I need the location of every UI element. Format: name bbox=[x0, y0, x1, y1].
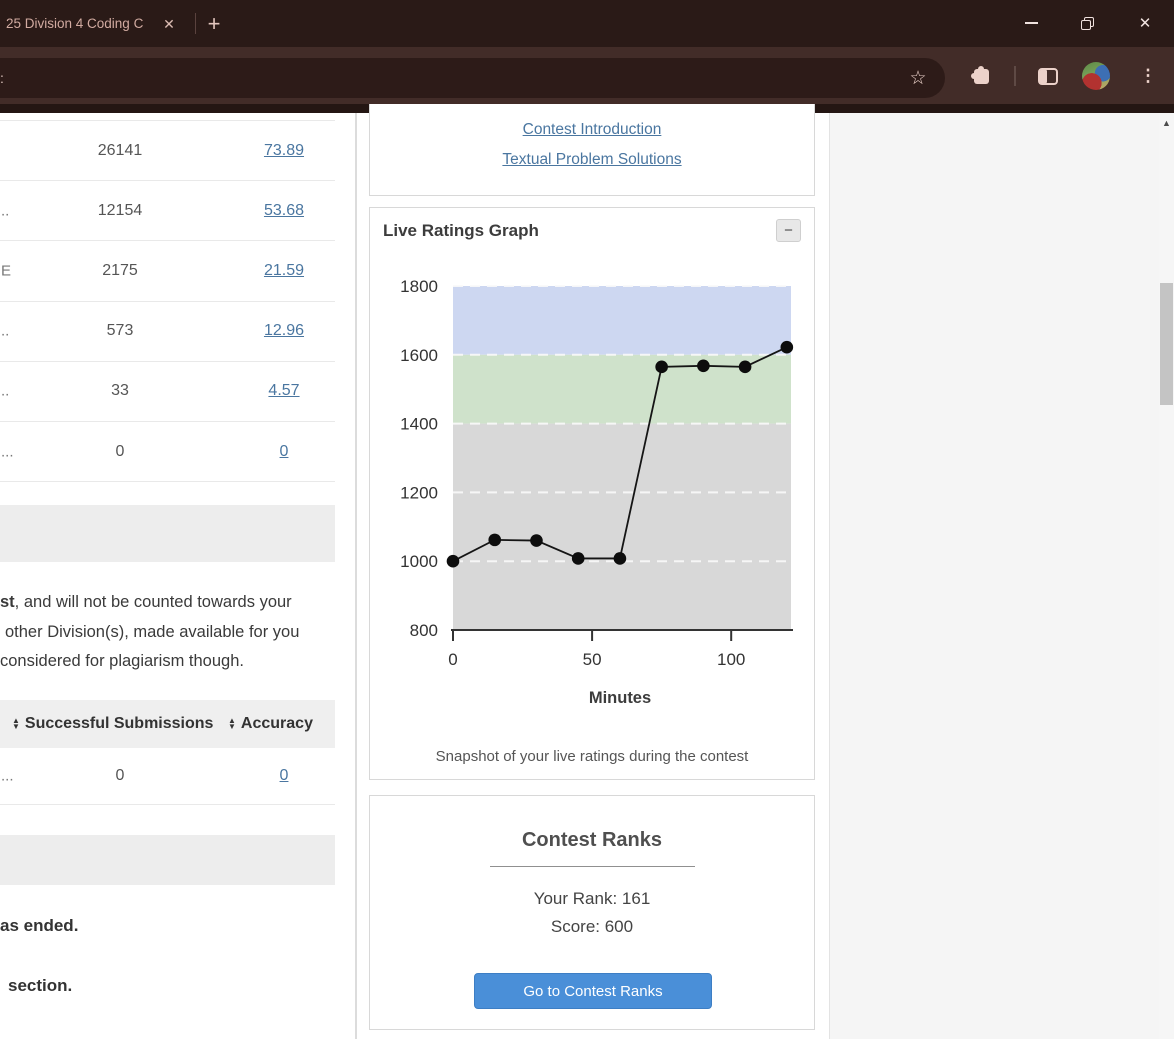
window-restore-button[interactable] bbox=[1064, 8, 1110, 38]
row-label: .. bbox=[1, 322, 10, 340]
row-accuracy-link[interactable]: 0 bbox=[279, 442, 289, 460]
row-submissions: 12154 bbox=[97, 201, 143, 219]
page-empty-area bbox=[829, 113, 1159, 1039]
address-bar[interactable]: : ☆ bbox=[0, 58, 945, 98]
svg-text:800: 800 bbox=[410, 621, 438, 640]
row-label: E bbox=[1, 262, 12, 280]
browser-toolbar: : ☆ ⋮ bbox=[0, 47, 1174, 104]
row-label: ... bbox=[1, 767, 14, 785]
row-accuracy-link[interactable]: 0 bbox=[279, 767, 289, 784]
column-divider bbox=[355, 113, 357, 1039]
section-header-bar bbox=[0, 505, 335, 562]
table-row: ... 0 0 bbox=[0, 748, 335, 805]
rules-paragraph: st, and will not be counted towards your… bbox=[0, 588, 345, 677]
svg-text:0: 0 bbox=[448, 650, 457, 669]
header-accuracy[interactable]: ▲ ▼ Accuracy bbox=[228, 715, 313, 732]
scrollbar-up-arrow[interactable]: ▲ bbox=[1162, 118, 1171, 128]
collapse-button[interactable]: − bbox=[776, 219, 801, 242]
row-submissions: 2175 bbox=[102, 261, 138, 279]
header-successful-submissions[interactable]: ▲ ▼ Successful Submissions bbox=[12, 715, 214, 732]
svg-text:1600: 1600 bbox=[400, 346, 438, 365]
sort-icon[interactable]: ▲ ▼ bbox=[12, 715, 20, 731]
new-tab-button[interactable]: + bbox=[207, 11, 221, 36]
tab-close-icon[interactable]: ✕ bbox=[163, 15, 175, 32]
row-submissions: 0 bbox=[115, 442, 125, 460]
vertical-scrollbar[interactable]: ▲ bbox=[1159, 113, 1174, 1039]
textual-solutions-link[interactable]: Textual Problem Solutions bbox=[502, 151, 682, 168]
window-close-button[interactable]: ✕ bbox=[1138, 15, 1152, 32]
row-submissions: 573 bbox=[106, 322, 134, 340]
row-label: .. bbox=[1, 202, 10, 220]
table-row: E 2175 21.59 bbox=[0, 241, 335, 302]
contest-ended-text: as ended. bbox=[0, 916, 79, 935]
title-underline bbox=[490, 866, 695, 867]
row-label: .. bbox=[1, 382, 10, 400]
table-row: ... 0 0 bbox=[0, 422, 335, 483]
sort-icon[interactable]: ▲ ▼ bbox=[228, 715, 236, 731]
row-submissions: 33 bbox=[111, 382, 129, 400]
svg-text:1200: 1200 bbox=[400, 483, 438, 502]
submissions-table-rows: 26141 73.89.. 12154 53.68 E 2175 21.59.. 573 12.… bbox=[0, 120, 335, 483]
rules-line-3: considered for plagiarism though. bbox=[0, 652, 244, 670]
table-row: .. 573 12.96 bbox=[0, 302, 335, 362]
minimize-icon bbox=[1024, 22, 1038, 24]
go-to-contest-ranks-button[interactable]: Go to Contest Ranks bbox=[474, 973, 712, 1009]
contest-introduction-link[interactable]: Contest Introduction bbox=[522, 121, 662, 138]
svg-text:1800: 1800 bbox=[400, 277, 438, 296]
rules-line-2: other Division(s), made available for yo… bbox=[5, 622, 300, 641]
row-label: ... bbox=[1, 443, 14, 461]
svg-text:100: 100 bbox=[717, 650, 745, 669]
card-title: Live Ratings Graph bbox=[383, 221, 539, 240]
row-accuracy-link[interactable]: 21.59 bbox=[263, 261, 305, 279]
svg-text:Minutes: Minutes bbox=[589, 689, 651, 707]
table-row: .. 33 4.57 bbox=[0, 362, 335, 422]
section-header-bar bbox=[0, 835, 335, 885]
url-text: : bbox=[0, 70, 4, 86]
contest-links-card: Contest Introduction Textual Problem Sol… bbox=[369, 104, 815, 196]
row-accuracy-link[interactable]: 12.96 bbox=[263, 322, 305, 340]
live-ratings-card: Live Ratings Graph − 800 1000 1200 1400 1600… bbox=[369, 207, 815, 780]
section-text: section. bbox=[8, 976, 73, 995]
contest-ranks-card: Contest Ranks Your Rank: 161 Score: 600 … bbox=[369, 795, 815, 1030]
tab-title[interactable]: 25 Division 4 Coding C bbox=[6, 16, 144, 31]
row-accuracy-link[interactable]: 4.57 bbox=[268, 382, 300, 400]
window-minimize-button[interactable] bbox=[1008, 8, 1054, 38]
row-submissions: 26141 bbox=[97, 141, 143, 159]
chart-caption: Snapshot of your live ratings during the… bbox=[435, 748, 749, 765]
table-header-row: ▲ ▼ Successful Submissions ▲ ▼ Accuracy bbox=[0, 700, 335, 748]
profile-avatar[interactable] bbox=[1082, 62, 1110, 90]
bookmark-star-icon[interactable]: ☆ bbox=[909, 67, 927, 89]
row-accuracy-link[interactable]: 53.68 bbox=[263, 201, 305, 219]
table-row: 26141 73.89 bbox=[0, 121, 335, 182]
table-row: .. 12154 53.68 bbox=[0, 181, 335, 242]
tab-bar: 25 Division 4 Coding C ✕ + ✕ bbox=[0, 0, 1174, 47]
svg-text:1400: 1400 bbox=[400, 415, 438, 434]
your-rank-text: Your Rank: 161 bbox=[533, 889, 651, 908]
ranks-title: Contest Ranks bbox=[521, 829, 663, 851]
toolbar-separator bbox=[1014, 66, 1016, 86]
tab-separator bbox=[195, 13, 196, 34]
side-panel-icon[interactable] bbox=[1034, 62, 1062, 90]
row-submissions: 0 bbox=[115, 767, 125, 784]
restore-icon bbox=[1080, 16, 1094, 30]
extensions-icon[interactable] bbox=[967, 62, 995, 90]
svg-text:1000: 1000 bbox=[400, 552, 438, 571]
svg-text:50: 50 bbox=[583, 650, 602, 669]
live-ratings-chart: 800 1000 1200 1400 1600 1800 0 50 100 Minutes bbox=[400, 277, 794, 707]
row-accuracy-link[interactable]: 73.89 bbox=[263, 141, 305, 159]
score-text: Score: 600 bbox=[550, 917, 634, 936]
menu-kebab-icon[interactable]: ⋮ bbox=[1139, 66, 1157, 85]
rules-line-1: st, and will not be counted towards your bbox=[0, 593, 292, 611]
scrollbar-thumb[interactable] bbox=[1160, 283, 1173, 405]
